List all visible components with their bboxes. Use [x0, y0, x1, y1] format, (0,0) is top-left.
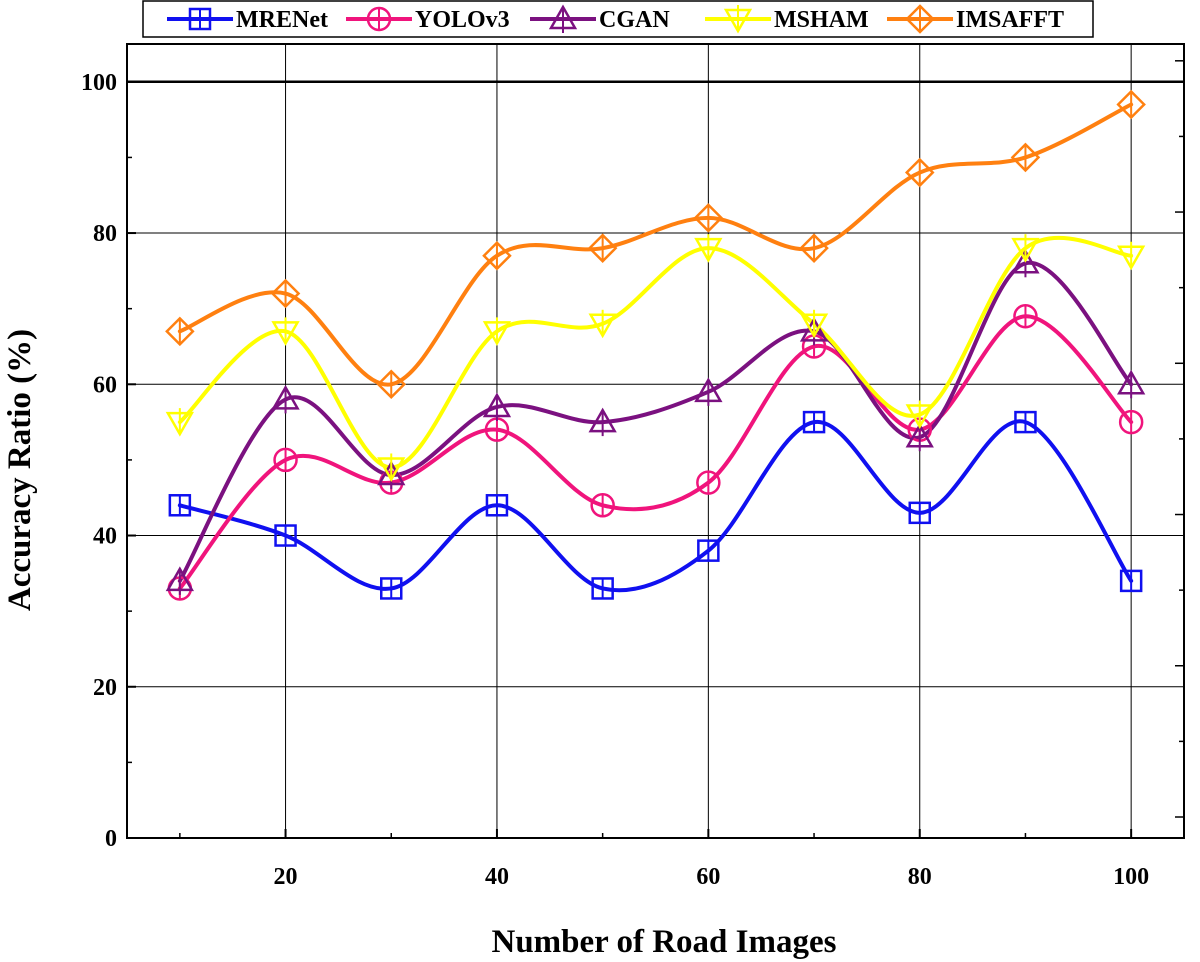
- x-tick-label: 100: [1113, 864, 1149, 890]
- data-point-msham: [799, 309, 829, 339]
- data-point-msham: [588, 309, 617, 339]
- data-point-imsafft: [165, 316, 195, 347]
- data-point-imsafft: [1116, 89, 1146, 120]
- axis-ticks: 0 20 40 60 80 100 20 40 60 80 100: [81, 60, 1184, 890]
- data-point-msham: [165, 408, 195, 437]
- data-point-imsafft: [587, 233, 618, 263]
- data-point-yolov3: [1118, 409, 1144, 435]
- data-point-imsafft: [376, 369, 407, 400]
- series-line-yolov3: [177, 314, 1134, 591]
- plot-area-frame: [126, 43, 1185, 839]
- data-point-cgan: [694, 377, 723, 406]
- data-point-imsafft: [693, 203, 724, 233]
- legend-marker-msham: [723, 5, 753, 34]
- x-tick-label: 80: [908, 864, 932, 890]
- y-tick-label: 80: [93, 221, 117, 247]
- data-point-cgan: [905, 422, 934, 452]
- data-point-mrenet: [591, 577, 614, 600]
- data-point-cgan: [165, 566, 195, 595]
- legend-label-yolov3: YOLOv3: [415, 7, 510, 33]
- data-point-mrenet: [802, 410, 826, 434]
- data-point-mrenet: [485, 494, 509, 517]
- legend-marker-cgan: [548, 4, 578, 33]
- legend-marker-yolov3: [366, 6, 392, 32]
- series-line-cgan: [177, 261, 1134, 583]
- legend-label-mrenet: MRENet: [236, 7, 328, 33]
- legend: MRENet YOLOv3 CGAN MSHAM IMSAFFT: [142, 0, 1094, 38]
- data-point-imsafft: [1010, 142, 1041, 173]
- data-point-mrenet: [908, 501, 931, 525]
- data-point-mrenet: [697, 539, 720, 562]
- data-point-imsafft: [482, 240, 512, 271]
- data-point-cgan: [588, 407, 617, 437]
- y-tick-label: 100: [81, 70, 117, 96]
- y-tick-label: 20: [93, 675, 117, 701]
- y-tick-label: 40: [93, 524, 117, 550]
- data-point-yolov3: [696, 470, 721, 495]
- data-point-imsafft: [904, 157, 935, 188]
- data-point-imsafft: [270, 278, 301, 309]
- data-point-msham: [377, 453, 406, 482]
- data-point-mrenet: [168, 494, 192, 517]
- series-line-msham: [177, 236, 1134, 470]
- legend-marker-imsafft: [905, 4, 935, 34]
- legend-label-cgan: CGAN: [599, 7, 670, 33]
- data-point-cgan: [482, 392, 512, 421]
- marker-group: [165, 89, 1146, 601]
- legend-marker-mrenet: [188, 7, 212, 31]
- y-tick-label: 60: [93, 372, 117, 398]
- data-point-msham: [1116, 241, 1146, 271]
- data-point-mrenet: [1119, 569, 1143, 593]
- y-axis-title: Accuracy Ratio (%): [2, 329, 38, 611]
- data-point-imsafft: [799, 233, 829, 263]
- series-group: [177, 102, 1134, 593]
- data-point-cgan: [271, 384, 300, 414]
- x-tick-label: 60: [696, 864, 720, 890]
- data-point-mrenet: [274, 524, 297, 547]
- data-point-msham: [905, 400, 934, 430]
- x-tick-label: 20: [274, 864, 298, 890]
- data-point-cgan: [1116, 369, 1146, 399]
- data-point-msham: [271, 317, 300, 346]
- y-tick-label: 0: [105, 826, 117, 852]
- data-point-msham: [694, 234, 723, 263]
- data-point-yolov3: [1013, 303, 1038, 329]
- data-point-msham: [482, 317, 512, 346]
- series-line-mrenet: [177, 419, 1134, 593]
- data-point-yolov3: [590, 493, 615, 518]
- series-line-imsafft: [177, 102, 1134, 387]
- x-axis-title: Number of Road Images: [492, 924, 837, 960]
- legend-label-msham: MSHAM: [774, 7, 869, 33]
- x-tick-label: 40: [485, 864, 509, 890]
- data-point-mrenet: [1014, 410, 1037, 434]
- data-point-mrenet: [380, 577, 403, 600]
- data-point-yolov3: [273, 447, 298, 473]
- legend-label-imsafft: IMSAFFT: [956, 7, 1064, 33]
- data-point-msham: [1011, 234, 1040, 263]
